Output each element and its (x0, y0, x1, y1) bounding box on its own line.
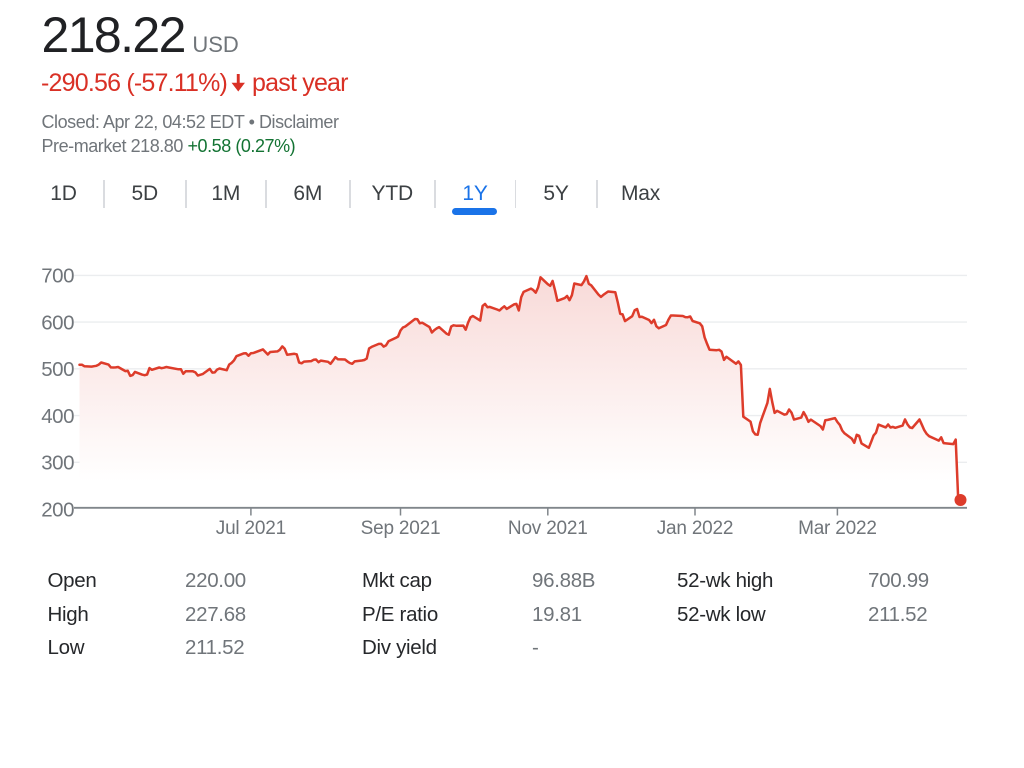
svg-text:Jan 2022: Jan 2022 (657, 518, 734, 539)
svg-text:Sep 2021: Sep 2021 (361, 518, 441, 539)
svg-text:200: 200 (41, 498, 74, 521)
svg-text:Mar 2022: Mar 2022 (798, 518, 877, 539)
svg-text:400: 400 (41, 405, 74, 428)
svg-text:Jul 2021: Jul 2021 (216, 518, 286, 539)
svg-text:300: 300 (41, 452, 74, 475)
svg-text:600: 600 (41, 311, 74, 334)
svg-text:700: 700 (41, 265, 74, 288)
svg-text:Nov 2021: Nov 2021 (508, 518, 588, 539)
svg-text:500: 500 (41, 358, 74, 381)
